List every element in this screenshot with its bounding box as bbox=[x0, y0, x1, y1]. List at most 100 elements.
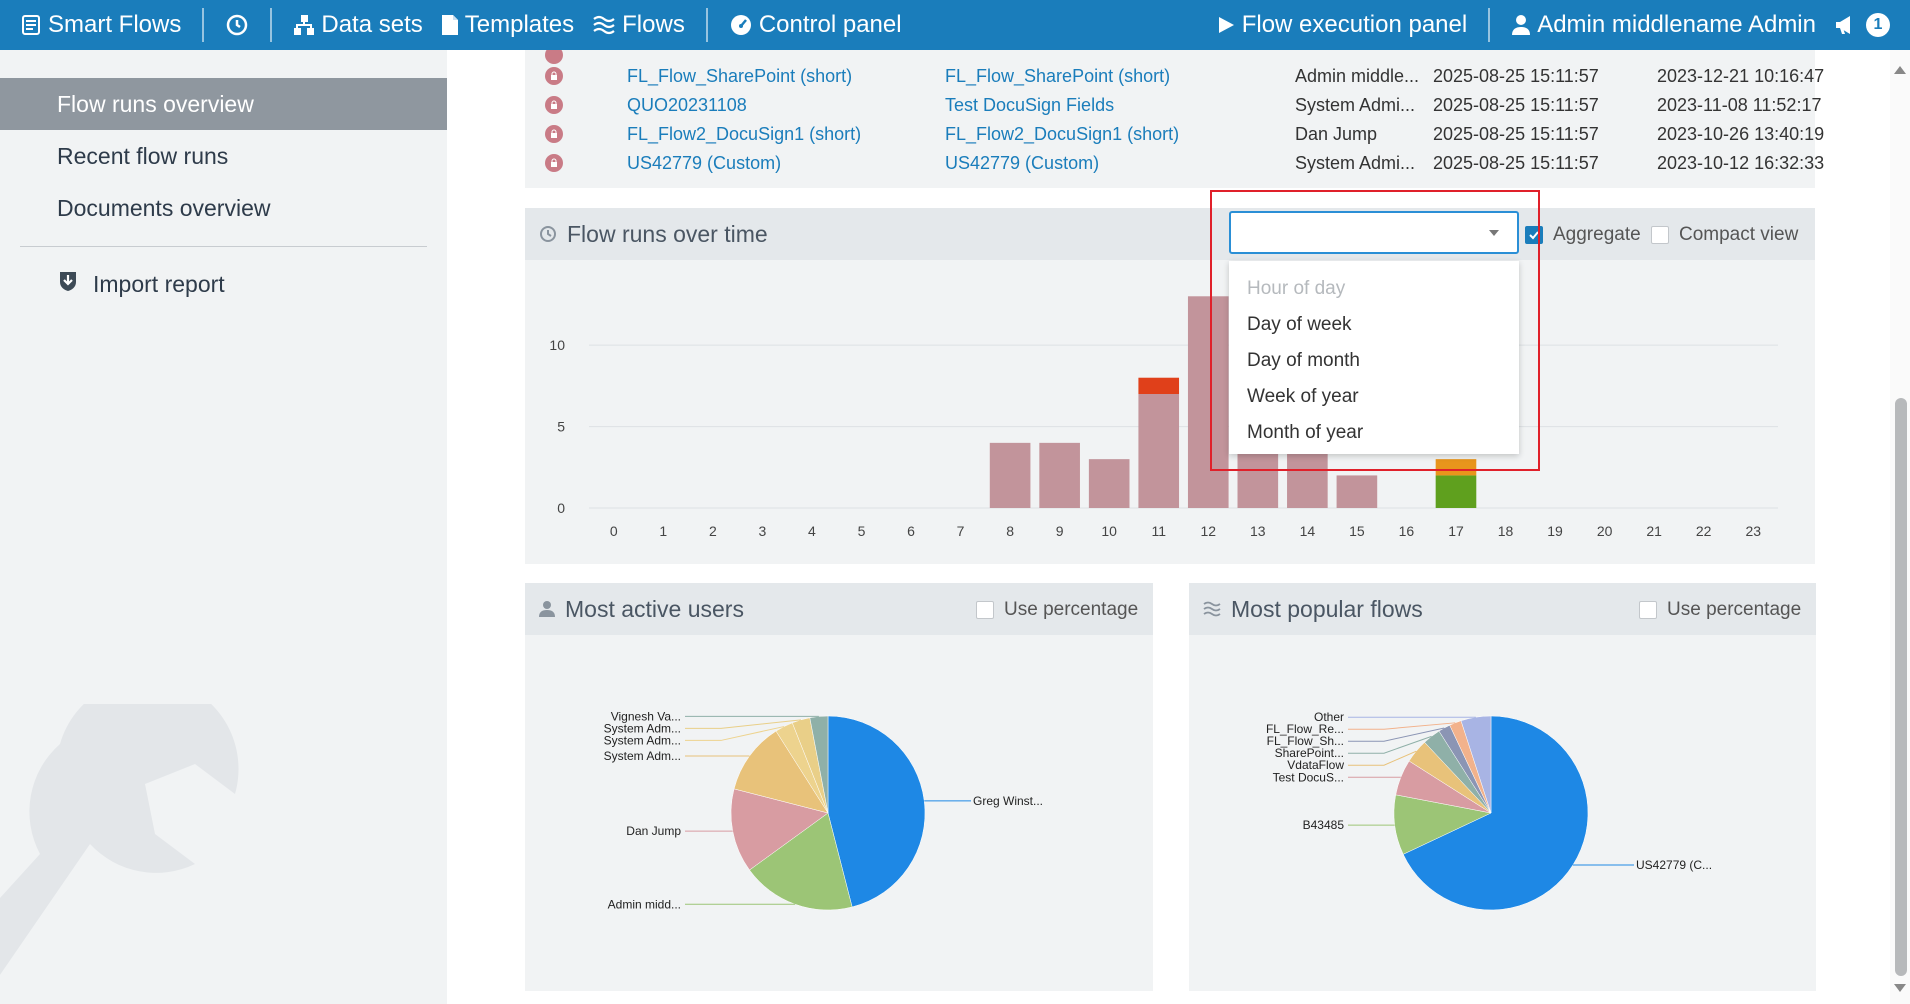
flow-run-name-link[interactable]: FL_Flow2_DocuSign1 (short) bbox=[627, 124, 862, 144]
panel-title: Most active users bbox=[565, 595, 744, 622]
gauge-icon bbox=[729, 13, 753, 37]
pie-leader-line bbox=[1348, 722, 1456, 730]
flows-use-percentage-box[interactable] bbox=[1639, 601, 1657, 619]
created-cell: 2023-11-08 11:52:17 bbox=[1657, 95, 1822, 115]
option-week-of-year[interactable]: Week of year bbox=[1247, 386, 1359, 407]
table-row[interactable]: QUO20231108 Test DocuSign Fields System … bbox=[525, 91, 1821, 120]
option-day-of-month[interactable]: Day of month bbox=[1247, 350, 1360, 371]
flow-execution-panel-label: Flow execution panel bbox=[1241, 11, 1468, 38]
aggregate-checkbox-box[interactable] bbox=[1525, 226, 1543, 244]
table-row[interactable]: FL_Flow2_DocuSign1 (short) FL_Flow2_Docu… bbox=[525, 120, 1824, 149]
nav-data-sets[interactable]: Data sets bbox=[284, 0, 431, 50]
compact-view-checkbox-box[interactable] bbox=[1651, 226, 1669, 244]
x-tick-label: 13 bbox=[1250, 523, 1266, 539]
flow-link[interactable]: FL_Flow2_DocuSign1 (short) bbox=[945, 124, 1180, 144]
pie-slice bbox=[730, 788, 829, 871]
scroll-down-arrow-icon[interactable] bbox=[1894, 984, 1906, 992]
flow-link[interactable]: US42779 (Custom) bbox=[945, 153, 1100, 173]
option-hour-of-day: Hour of day bbox=[1247, 278, 1346, 299]
most-active-users-pie-chart: Vignesh Va...System Adm...System Adm...S… bbox=[604, 709, 1043, 911]
user-cell: Dan Jump bbox=[1295, 124, 1378, 144]
pie-leader-line bbox=[1348, 727, 1445, 742]
flow-run-name-link[interactable]: US42779 (Custom) bbox=[627, 153, 782, 173]
flow-link[interactable]: Test DocuSign Fields bbox=[945, 95, 1115, 115]
download-shield-icon bbox=[57, 270, 79, 298]
scroll-up-arrow-icon[interactable] bbox=[1894, 66, 1906, 74]
x-tick-label: 18 bbox=[1498, 523, 1514, 539]
y-tick-label: 10 bbox=[549, 337, 565, 353]
bar bbox=[1435, 475, 1477, 508]
sidebar-item-documents-overview[interactable]: Documents overview bbox=[0, 182, 447, 234]
brand-link[interactable]: Smart Flows bbox=[0, 0, 190, 50]
pie-leader-line bbox=[685, 726, 785, 741]
table-row[interactable]: US42779 (Custom) US42779 (Custom) System… bbox=[525, 149, 1824, 178]
flow-run-name-link[interactable]: FL_Flow_SharePoint (short) bbox=[627, 66, 853, 86]
table-row[interactable]: FL_Flow_SharePoint (short) FL_Flow_Share… bbox=[525, 62, 1824, 91]
megaphone-icon bbox=[1834, 14, 1856, 36]
flow-runs-table: FL_Flow_SharePoint (short) FL_Flow_Share… bbox=[525, 50, 1824, 188]
nav-flows[interactable]: Flows bbox=[583, 0, 694, 50]
aggregate-label: Aggregate bbox=[1553, 224, 1641, 245]
divider bbox=[705, 8, 708, 42]
import-report-label: Import report bbox=[93, 270, 225, 297]
nav-control-panel-label: Control panel bbox=[758, 11, 902, 38]
option-month-of-year[interactable]: Month of year bbox=[1247, 422, 1364, 443]
history-button[interactable] bbox=[216, 0, 258, 50]
user-cell: System Admi... bbox=[1295, 153, 1416, 173]
x-tick-label: 9 bbox=[1056, 523, 1064, 539]
use-percentage-label: Use percentage bbox=[1004, 599, 1139, 620]
pie-label: Greg Winst... bbox=[973, 794, 1043, 808]
nav-templates[interactable]: Templates bbox=[432, 0, 583, 50]
aggregate-checkbox[interactable]: Aggregate bbox=[1525, 224, 1641, 246]
divider bbox=[1488, 8, 1491, 42]
flow-execution-panel-link[interactable]: Flow execution panel bbox=[1207, 0, 1476, 50]
user-icon bbox=[539, 600, 555, 618]
sidebar-item-recent-flow-runs[interactable]: Recent flow runs bbox=[0, 130, 447, 182]
x-tick-label: 1 bbox=[659, 523, 667, 539]
nav-data-sets-label: Data sets bbox=[321, 11, 423, 38]
x-tick-label: 5 bbox=[858, 523, 866, 539]
user-menu[interactable]: Admin middlename Admin bbox=[1502, 0, 1825, 50]
lock-icon bbox=[545, 96, 563, 114]
sidebar-item-flow-runs-overview[interactable]: Flow runs overview bbox=[0, 78, 447, 130]
document-icon bbox=[441, 14, 459, 36]
grouping-select[interactable] bbox=[1229, 211, 1519, 254]
top-navigation-bar: Smart Flows Data sets Templates Flows Co… bbox=[0, 0, 1910, 50]
waves-icon bbox=[592, 14, 616, 36]
x-tick-label: 21 bbox=[1646, 523, 1662, 539]
use-percentage-label: Use percentage bbox=[1667, 599, 1802, 620]
bar bbox=[1336, 475, 1378, 508]
sidebar-item-label: Documents overview bbox=[57, 194, 271, 221]
x-tick-label: 14 bbox=[1300, 523, 1316, 539]
notification-count-badge: 1 bbox=[1866, 13, 1890, 37]
users-use-percentage-checkbox[interactable]: Use percentage bbox=[976, 599, 1138, 621]
users-use-percentage-box[interactable] bbox=[976, 601, 994, 619]
x-tick-label: 19 bbox=[1547, 523, 1563, 539]
sidebar: Flow runs overview Recent flow runs Docu… bbox=[0, 50, 447, 1004]
nav-control-panel[interactable]: Control panel bbox=[720, 0, 911, 50]
pie-label: B43485 bbox=[1303, 818, 1345, 832]
pie-slice bbox=[749, 812, 853, 911]
pie-label: VdataFlow bbox=[1287, 758, 1344, 772]
most-popular-flows-pie-chart: OtherFL_Flow_Re...FL_Flow_Sh...SharePoin… bbox=[1266, 710, 1712, 911]
pie-label: System Adm... bbox=[604, 733, 681, 747]
flows-use-percentage-checkbox[interactable]: Use percentage bbox=[1639, 599, 1801, 621]
pie-leader-line bbox=[685, 719, 801, 729]
flow-link[interactable]: FL_Flow_SharePoint (short) bbox=[945, 66, 1171, 86]
x-tick-label: 22 bbox=[1696, 523, 1712, 539]
flow-run-name-link[interactable]: QUO20231108 bbox=[627, 95, 747, 115]
created-cell: 2023-10-12 16:32:33 bbox=[1657, 153, 1825, 173]
divider bbox=[270, 8, 273, 42]
chevron-down-icon[interactable] bbox=[1489, 230, 1499, 236]
pie-slice bbox=[733, 730, 829, 814]
bar bbox=[1088, 459, 1130, 508]
notifications-button[interactable]: 1 bbox=[1825, 0, 1910, 50]
compact-view-checkbox[interactable]: Compact view bbox=[1651, 224, 1798, 246]
brand-label: Smart Flows bbox=[48, 11, 182, 38]
table-row[interactable] bbox=[525, 50, 1815, 69]
scrollbar-thumb[interactable] bbox=[1895, 398, 1907, 976]
user-cell: System Admi... bbox=[1295, 95, 1416, 115]
smart-flows-logo-icon bbox=[20, 14, 42, 36]
import-report-button[interactable]: Import report bbox=[0, 259, 447, 309]
option-day-of-week[interactable]: Day of week bbox=[1247, 314, 1352, 335]
